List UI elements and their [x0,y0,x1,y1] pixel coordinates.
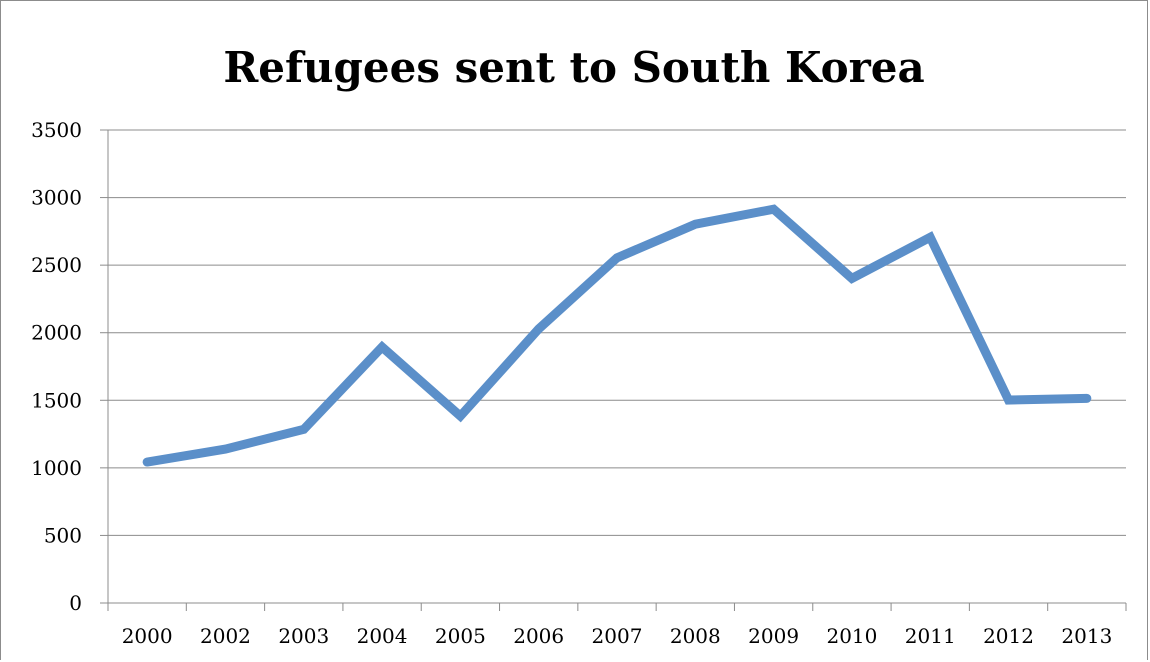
x-tick-label: 2005 [435,624,486,648]
data-point [224,448,226,450]
data-point [851,277,853,279]
x-tick-label: 2006 [513,624,564,648]
x-tick-label: 2000 [122,624,173,648]
chart-title: Refugees sent to South Korea [223,43,925,92]
y-tick-label: 0 [69,591,82,615]
data-point [929,236,931,238]
y-tick-label: 2500 [31,253,82,277]
data-point [303,428,305,430]
y-axis-tick-labels: 0 500 1000 1500 2000 2500 3000 3500 [31,118,82,615]
series-line-0 [142,204,1092,467]
y-tick-label: 1000 [31,456,82,480]
x-tick-label: 2012 [983,624,1034,648]
x-tick-label: 2002 [200,624,251,648]
gridlines [108,129,1126,536]
y-tick-label: 3500 [31,118,82,142]
data-point [616,257,618,259]
data-point [381,346,383,348]
y-tick-label: 1500 [31,388,82,412]
x-tick-label: 2003 [278,624,329,648]
x-tick-label: 2009 [748,624,799,648]
data-point [1086,397,1088,399]
data-point [459,415,461,417]
x-tick-label: 2004 [357,624,408,648]
x-tick-label: 2011 [905,624,956,648]
x-tick-label: 2013 [1061,624,1112,648]
data-point [538,328,540,330]
x-axis [100,129,1127,611]
data-point [773,208,775,210]
data-point [1008,399,1010,401]
series-layer [142,204,1092,467]
x-tick-label: 2010 [826,624,877,648]
x-tick-label: 2007 [592,624,643,648]
y-tick-label: 500 [44,523,82,547]
y-tick-label: 3000 [31,186,82,210]
y-tick-label: 2000 [31,321,82,345]
data-point [146,461,148,463]
x-tick-label: 2008 [670,624,721,648]
data-point [694,223,696,225]
x-axis-tick-labels: 2000 2002 2003 2004 2005 2006 2007 2008 2009 2010… [122,624,1113,648]
